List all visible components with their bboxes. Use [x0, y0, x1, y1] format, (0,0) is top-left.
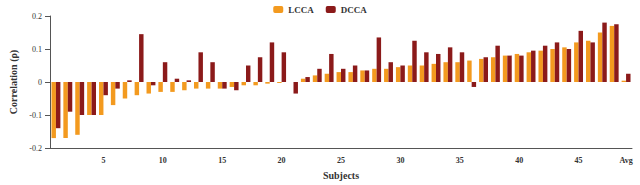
svg-text:0.1: 0.1 [32, 45, 42, 54]
svg-text:Subjects: Subjects [323, 170, 359, 181]
svg-text:30: 30 [396, 156, 404, 165]
svg-text:Correlation (ρ): Correlation (ρ) [8, 50, 20, 114]
svg-text:15: 15 [218, 156, 226, 165]
svg-text:DCCA: DCCA [341, 5, 367, 15]
svg-text:-0.1: -0.1 [29, 111, 42, 120]
svg-text:20: 20 [278, 156, 286, 165]
svg-text:25: 25 [337, 156, 345, 165]
svg-text:Avg: Avg [619, 156, 632, 165]
svg-text:LCCA: LCCA [288, 5, 314, 15]
svg-text:-0.2: -0.2 [29, 144, 42, 153]
svg-text:45: 45 [575, 156, 583, 165]
svg-text:10: 10 [159, 156, 167, 165]
svg-text:35: 35 [456, 156, 464, 165]
svg-text:40: 40 [515, 156, 523, 165]
svg-text:0: 0 [38, 78, 42, 87]
svg-text:5: 5 [101, 156, 105, 165]
svg-text:0.2: 0.2 [32, 12, 42, 21]
